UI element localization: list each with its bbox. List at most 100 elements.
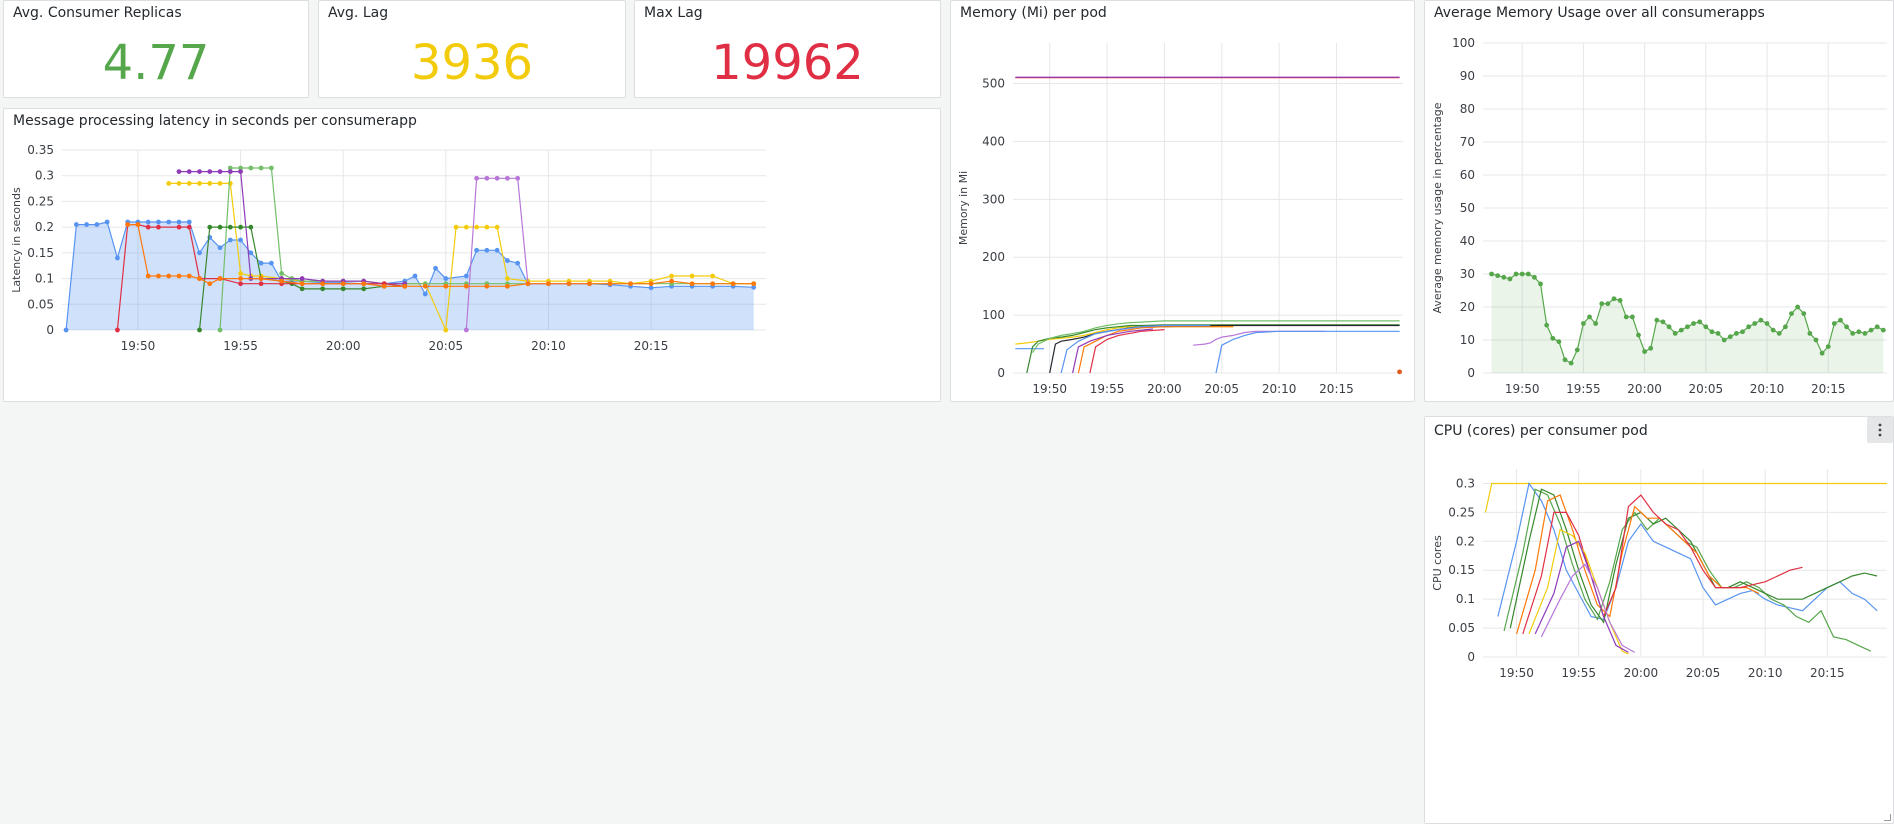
data-point — [463, 283, 469, 289]
panel-title: CPU (cores) per consumer pod — [1434, 423, 1648, 439]
data-point — [484, 175, 490, 181]
cpu-panel[interactable]: CPU (cores) per consumer pod 0 0.05 0.1 0.1… — [1424, 416, 1894, 824]
x-tick-label: 20:00 — [326, 339, 361, 353]
data-point — [156, 273, 161, 279]
y-tick-label: 80 — [1460, 102, 1475, 116]
data-point — [84, 222, 90, 227]
data-point — [1599, 301, 1605, 307]
data-point — [1642, 349, 1647, 354]
panel-title: Average Memory Usage over all consumerap… — [1434, 5, 1765, 21]
data-point — [197, 276, 202, 281]
series-line — [1031, 320, 1400, 354]
data-point — [422, 291, 428, 297]
data-point — [1691, 321, 1696, 326]
data-point — [248, 224, 254, 230]
data-point — [1758, 317, 1764, 323]
x-tick-label: 20:10 — [531, 339, 566, 353]
y-tick-label: 20 — [1460, 300, 1475, 314]
data-point — [238, 281, 243, 287]
y-tick-label: 0.35 — [27, 143, 54, 157]
data-point — [1703, 324, 1709, 330]
memory-panel[interactable]: Memory (Mi) per pod 0 100 200 300 400 500 19:5… — [950, 0, 1415, 402]
data-point — [135, 222, 141, 227]
stat-panel-max-lag[interactable]: Max Lag 19962 — [634, 0, 941, 98]
data-point — [1654, 317, 1660, 323]
data-point — [1721, 337, 1727, 343]
y-tick-label: 200 — [982, 250, 1005, 264]
latency-panel[interactable]: Message processing latency in seconds pe… — [3, 108, 941, 402]
data-point — [443, 276, 449, 281]
data-point — [1544, 322, 1550, 328]
x-tick-label: 19:55 — [223, 339, 258, 353]
data-point — [217, 224, 223, 230]
data-point — [1519, 271, 1525, 277]
data-point — [1660, 319, 1666, 325]
series-line — [1528, 528, 1629, 655]
data-point — [515, 260, 521, 266]
y-tick-label: 0.25 — [1448, 505, 1475, 519]
cpu-chart: 0 0.05 0.1 0.15 0.2 0.25 0.3 19:50 19:55 20:00 20:… — [1431, 469, 1887, 680]
stat-panel-avg-lag[interactable]: Avg. Lag 3936 — [318, 0, 626, 98]
data-point — [1685, 324, 1690, 330]
data-point — [207, 281, 213, 287]
data-point — [217, 169, 223, 174]
series-line — [1516, 494, 1760, 635]
x-tick-label: 20:05 — [1686, 666, 1721, 680]
data-point — [504, 258, 510, 263]
data-point — [1587, 314, 1592, 320]
data-point — [268, 260, 274, 266]
data-point — [1550, 335, 1556, 341]
data-point — [463, 327, 469, 333]
y-tick-label: 0 — [46, 323, 54, 337]
data-point — [299, 276, 305, 281]
latency-chart: 0 0.05 0.1 0.15 0.2 0.25 0.3 0.35 19:50 19:55 20:0… — [10, 143, 766, 353]
data-point — [1525, 271, 1531, 277]
data-point — [217, 327, 223, 333]
data-point — [453, 224, 459, 230]
series-line — [1072, 328, 1153, 374]
series-line — [1026, 324, 1400, 374]
data-point — [504, 276, 510, 281]
x-tick-label: 19:55 — [1566, 382, 1601, 396]
memory-chart: 0 100 200 300 400 500 19:50 19:55 20:00 20:05 20:1… — [957, 43, 1403, 396]
data-point — [1580, 321, 1586, 326]
data-point — [525, 281, 531, 287]
x-tick-label: 20:00 — [1147, 382, 1182, 396]
data-point — [166, 219, 172, 225]
data-point — [156, 219, 161, 225]
series-line — [1060, 324, 1211, 374]
data-point — [1636, 332, 1641, 338]
data-point — [1746, 324, 1752, 330]
stat-panel-avg-replicas[interactable]: Avg. Consumer Replicas 4.77 — [3, 0, 309, 98]
data-point — [125, 222, 131, 227]
series-line — [1484, 482, 1887, 513]
data-point — [248, 250, 254, 256]
data-point — [689, 281, 695, 287]
data-point — [1740, 329, 1745, 335]
data-point — [238, 271, 243, 276]
kebab-menu-icon[interactable] — [1867, 417, 1893, 443]
data-point — [474, 224, 480, 230]
data-point — [628, 281, 633, 287]
y-tick-label: 0.15 — [1448, 563, 1475, 577]
data-point — [1838, 317, 1843, 323]
data-point — [1862, 331, 1868, 336]
x-tick-label: 20:10 — [1750, 382, 1785, 396]
data-point — [1734, 331, 1739, 336]
series-line — [1077, 326, 1234, 374]
data-point — [197, 250, 202, 256]
resize-handle[interactable] — [1884, 814, 1891, 821]
x-tick-label: 19:50 — [121, 339, 156, 353]
data-point — [751, 284, 757, 290]
x-tick-label: 20:15 — [1810, 666, 1845, 680]
data-point — [1801, 311, 1807, 316]
avg-memory-panel[interactable]: Average Memory Usage over all consumerap… — [1424, 0, 1894, 402]
data-point — [1605, 301, 1611, 307]
data-point — [258, 165, 264, 171]
data-point — [227, 237, 233, 243]
data-point — [176, 224, 182, 230]
data-point — [484, 224, 490, 230]
data-point — [1844, 324, 1849, 330]
data-point — [186, 219, 192, 225]
data-point — [340, 286, 346, 292]
